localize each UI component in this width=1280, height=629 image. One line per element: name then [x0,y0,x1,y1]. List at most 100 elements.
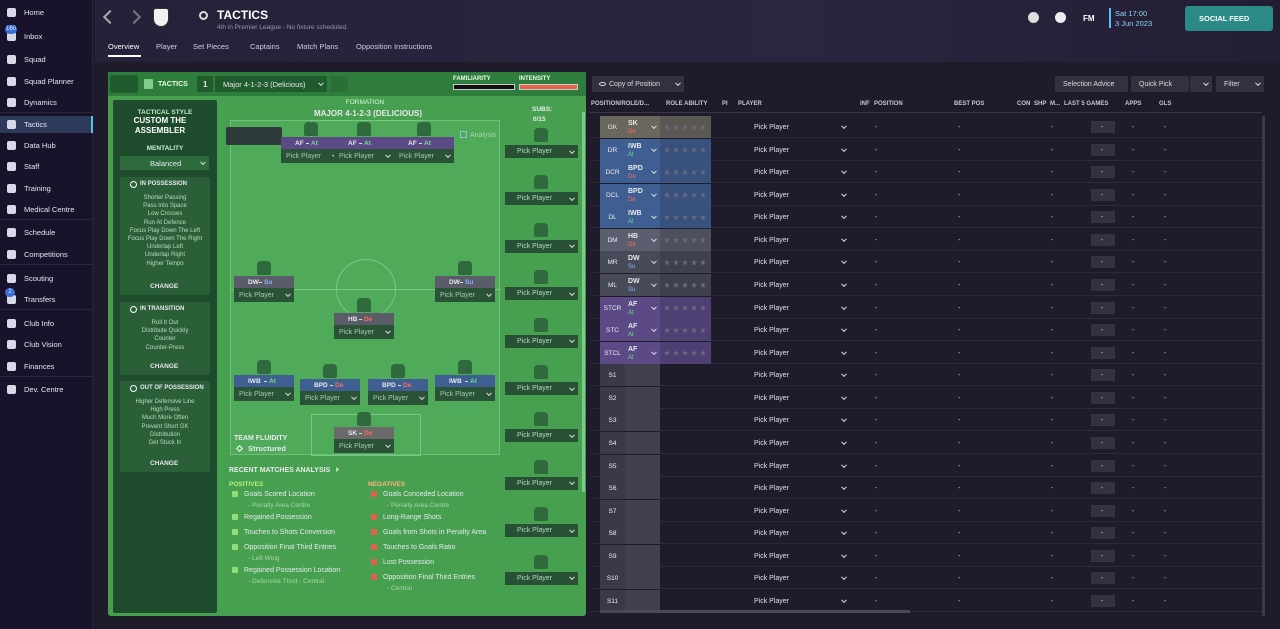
nav-label[interactable]: Squad Planner [24,77,74,86]
table-row[interactable]: S10 Pick Player - - - - - - [590,567,1262,590]
player-dropdown[interactable]: Pick Player [748,210,850,224]
nav-item[interactable]: Dynamics [0,94,93,111]
pick-player[interactable]: Pick Player [754,462,790,470]
pick-player[interactable]: Pick Player [517,337,553,345]
view-buttons[interactable] [226,127,282,145]
quick-pick[interactable]: Quick Pick [1131,76,1189,92]
copy-position[interactable]: Copy of Position [592,76,684,92]
column-header[interactable]: CON [1017,101,1031,107]
filter[interactable]: Filter [1216,76,1264,92]
player-dropdown[interactable]: Pick Player [748,459,850,473]
quick-pick-arrow[interactable] [1190,76,1212,92]
forward-button[interactable] [126,9,142,25]
nav-label[interactable]: Club Info [24,319,55,328]
table-row[interactable]: ML DW Su Pick Player - - - - - - [590,273,1262,296]
role-bar[interactable]: DW Su [234,276,294,288]
player-dropdown[interactable]: Pick Player [748,436,850,450]
nav-item[interactable]: Tactics [0,116,93,133]
pick-player[interactable]: Pick Player [517,479,553,487]
pick-player-dropdown[interactable]: Pick Player [368,391,428,405]
nav-label[interactable]: Dev. Centre [24,385,64,394]
role-bar[interactable]: AF At [334,137,394,149]
nav-label[interactable]: Competitions [24,250,68,259]
table-row[interactable]: S3 Pick Player - - - - - - [590,409,1262,432]
player-dropdown[interactable]: Pick Player [748,526,850,540]
table-row[interactable]: STC AF At Pick Player - - - - - - [590,319,1262,342]
pick-player[interactable]: Pick Player [754,485,790,493]
pick-player[interactable]: Pick Player [754,417,790,425]
pick-player[interactable]: Pick Player [754,259,790,267]
column-header[interactable]: INF [860,101,870,107]
role-bar[interactable]: AF At [281,137,341,149]
copy-position-label[interactable]: Copy of Position [609,81,660,88]
tactic-dropdown[interactable]: Major 4-1-2-3 (Delicious) [215,76,327,92]
player-dropdown[interactable]: Pick Player [748,323,850,337]
pick-player[interactable]: Pick Player [339,329,375,336]
pick-player[interactable]: Pick Player [754,124,790,131]
back-button[interactable] [102,9,118,25]
role-bar[interactable]: AF At [394,137,454,149]
pick-player[interactable]: Pick Player [440,292,476,299]
pick-player[interactable]: Pick Player [754,372,790,380]
tab[interactable]: Opposition Instructions [356,42,433,51]
pick-player[interactable]: Pick Player [517,385,553,392]
player-dropdown[interactable]: Pick Player [748,481,850,495]
nav-item[interactable]: Squad Planner [0,73,93,90]
pick-player[interactable]: Pick Player [754,597,790,605]
pick-player-dropdown[interactable]: Pick Player [234,387,294,401]
role-bar[interactable]: BPD De [300,379,360,391]
pick-player[interactable]: Pick Player [305,395,341,402]
nav-label[interactable]: Schedule [24,228,56,237]
nav-item[interactable]: Inbox 160 [0,25,93,45]
pick-player[interactable]: Pick Player [754,214,790,222]
player-dropdown[interactable]: Pick Player [748,549,850,563]
pick-player[interactable]: Pick Player [239,391,275,398]
pick-player-dropdown[interactable]: Pick Player [394,149,454,163]
nav-label[interactable]: Tactics [24,120,47,129]
pick-player[interactable]: Pick Player [754,327,790,335]
analysis-checkbox[interactable] [460,131,467,138]
nav-item[interactable]: Club Info [0,315,93,332]
nav-item[interactable]: Transfers 2 [0,288,93,308]
table-row[interactable]: S8 Pick Player - - - - - - [590,522,1262,545]
analysis-label[interactable]: Analysis [470,132,497,139]
tab[interactable]: Overview [108,42,140,51]
selection-advice-label[interactable]: Selection Advice [1063,81,1115,88]
pick-player[interactable]: Pick Player [339,153,375,160]
sub-pick-dropdown[interactable]: Pick Player [505,476,578,490]
nav-label[interactable]: Data Hub [24,141,56,150]
column-header[interactable]: GLS [1159,101,1172,107]
sub-pick-dropdown[interactable]: Pick Player [505,382,578,395]
sub-pick-dropdown[interactable]: Pick Player [505,524,578,538]
pick-player[interactable]: Pick Player [754,146,790,154]
info-icon[interactable] [1055,12,1066,23]
sub-pick-dropdown[interactable]: Pick Player [505,429,578,443]
pick-player[interactable]: Pick Player [754,394,790,402]
pick-player[interactable]: Pick Player [339,443,375,450]
column-header[interactable]: PLAYER [738,101,762,107]
nav-label[interactable]: Transfers [24,295,56,304]
table-row[interactable]: DM HB De Pick Player - - - - - - [590,228,1262,251]
sub-pick-dropdown[interactable]: Pick Player [505,287,578,301]
table-row[interactable]: DCL BPD De Pick Player - - - - - - [590,183,1262,206]
social-feed-label[interactable]: SOCIAL FEED [1199,14,1250,23]
column-header[interactable]: POSITION/ROLE/D... [591,101,650,107]
nav-item[interactable]: Competitions [0,246,93,263]
pick-player[interactable]: Pick Player [754,552,790,560]
column-header[interactable]: M... [1050,101,1060,107]
search-icon[interactable] [199,11,208,20]
pick-player-dropdown[interactable]: Pick Player [334,149,394,163]
pick-player[interactable]: Pick Player [754,507,790,515]
player-dropdown[interactable]: Pick Player [748,504,850,518]
change-button[interactable]: CHANGE [150,283,179,290]
column-header[interactable]: ROLE ABILITY [666,101,708,107]
player-dropdown[interactable]: Pick Player [748,301,850,315]
table-row[interactable]: GK SK De Pick Player - - - - - - [590,116,1262,138]
nav-label[interactable]: Club Vision [24,340,62,349]
sub-pick-dropdown[interactable]: Pick Player [505,145,578,158]
table-row[interactable]: S4 Pick Player - - - - - - [590,431,1262,454]
help-icon[interactable] [1028,12,1039,23]
player-dropdown[interactable]: Pick Player [748,143,850,157]
tab[interactable]: Set Pieces [193,42,229,51]
sub-pick-dropdown[interactable]: Pick Player [505,334,578,348]
